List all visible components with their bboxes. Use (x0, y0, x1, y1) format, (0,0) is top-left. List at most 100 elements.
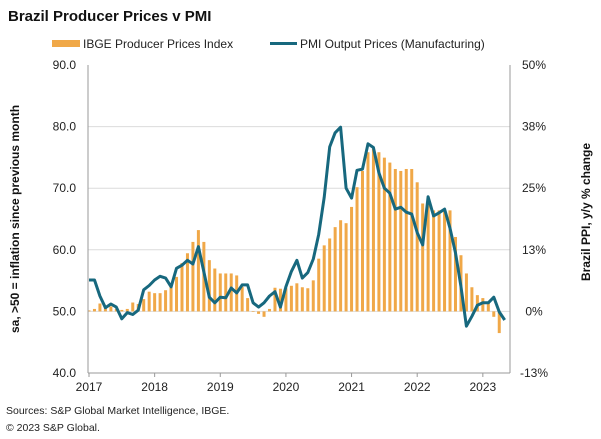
y-left-tick-label: 80.0 (53, 120, 77, 134)
ppi-bar (153, 293, 157, 312)
y-right-tick-label: 25% (522, 181, 546, 195)
ppi-bar (196, 230, 200, 312)
right-axis-title: Brazil PPI, y/y % change (579, 143, 593, 281)
ppi-bar (98, 303, 102, 312)
ppi-bar (470, 287, 474, 312)
y-left-tick-label: 40.0 (53, 366, 77, 380)
ppi-bar (464, 273, 468, 312)
ppi-bar (120, 309, 124, 312)
bar-series (87, 148, 501, 334)
legend-label-line: PMI Output Prices (Manufacturing) (300, 37, 485, 51)
ppi-bar (366, 152, 370, 312)
ppi-bar (142, 299, 146, 312)
ppi-bar (486, 303, 490, 312)
x-tick-label: 2020 (273, 380, 300, 394)
y-right-tick-label: 38% (522, 120, 546, 134)
ppi-bar (169, 284, 173, 312)
ppi-bar (393, 168, 397, 312)
ppi-bar (251, 311, 255, 312)
ppi-bar (300, 287, 304, 312)
ppi-bar (333, 227, 337, 312)
x-tick-label: 2021 (338, 380, 365, 394)
legend-label-bars: IBGE Producer Prices Index (83, 37, 233, 51)
ppi-bar (311, 280, 315, 312)
ppi-bar (322, 245, 326, 312)
legend: IBGE Producer Prices Index PMI Output Pr… (52, 37, 485, 51)
ppi-bar (262, 311, 266, 317)
legend-swatch-bars (52, 40, 80, 47)
chart-title: Brazil Producer Prices v PMI (8, 8, 211, 25)
ppi-bar (295, 283, 299, 312)
legend-swatch-line (270, 42, 297, 45)
ppi-bar (328, 238, 332, 312)
ppi-bar (415, 182, 419, 312)
x-tick-label: 2019 (207, 380, 234, 394)
ppi-bar (448, 210, 452, 312)
ppi-bar (404, 168, 408, 312)
ppi-bar (125, 308, 129, 312)
ppi-bar (421, 203, 425, 312)
ppi-bar (492, 311, 496, 317)
ppi-bar (410, 168, 414, 312)
footer-sources: Sources: S&P Global Market Intelligence,… (6, 405, 229, 417)
ppi-bar (229, 273, 233, 312)
ppi-bar (87, 310, 91, 312)
ppi-bar (339, 220, 343, 312)
y-left-tick-label: 70.0 (53, 181, 77, 195)
ppi-bar (437, 210, 441, 312)
ppi-bar (443, 210, 447, 312)
ppi-bar (289, 285, 293, 312)
footer-copyright: © 2023 S&P Global. (6, 422, 100, 434)
ppi-bar (453, 236, 457, 312)
ppi-bar (371, 148, 375, 312)
ppi-bar (388, 162, 392, 312)
ppi-bar (185, 253, 189, 312)
ppi-bar (268, 308, 272, 312)
ppi-bar (224, 273, 228, 312)
y-right-tick-label: 50% (522, 58, 546, 72)
ppi-bar (481, 298, 485, 312)
ppi-bar (191, 241, 195, 312)
ppi-bar (207, 260, 211, 312)
ppi-bar (475, 295, 479, 312)
pmi-line (89, 125, 506, 328)
ppi-bar (147, 291, 151, 312)
ppi-bar (213, 268, 217, 312)
ppi-bar (164, 290, 168, 312)
ppi-bar (317, 258, 321, 312)
y-left-tick-label: 60.0 (53, 243, 77, 257)
ppi-bar (432, 210, 436, 312)
ppi-bar (131, 302, 135, 312)
ppi-bar (377, 152, 381, 312)
ppi-bar (426, 198, 430, 312)
ppi-bar (240, 286, 244, 312)
x-tick-label: 2018 (141, 380, 168, 394)
y-right-tick-label: 0% (525, 304, 543, 318)
left-axis-title: sa, >50 = inflation since previous month (8, 105, 22, 333)
ppi-bar (350, 206, 354, 312)
ppi-bar (361, 170, 364, 312)
ppi-bar (344, 223, 348, 312)
x-tick-label: 2023 (469, 380, 496, 394)
y-left-tick-label: 50.0 (53, 304, 77, 318)
ppi-bar (246, 298, 250, 312)
y-left-tick-label: 90.0 (53, 58, 77, 72)
ppi-bar (175, 276, 179, 312)
ppi-bar (218, 273, 222, 312)
ppi-bar (278, 288, 282, 312)
ppi-bar (109, 306, 113, 312)
ppi-bar (284, 288, 288, 312)
ppi-bar (399, 170, 403, 312)
tick-labels: 90.0 80.0 70.0 60.0 50.0 40.0 50% 38% 25% 13% 0% -1… (53, 58, 549, 394)
ppi-bar (158, 293, 162, 312)
x-tick-label: 2022 (404, 380, 431, 394)
ppi-bar (497, 311, 501, 334)
ppi-bar (180, 263, 184, 312)
x-tick-label: 2017 (76, 380, 103, 394)
ppi-bar (382, 157, 386, 312)
ppi-bar (257, 311, 261, 314)
ppi-bar (273, 287, 277, 312)
ppi-bar (306, 288, 310, 312)
y-right-tick-label: -13% (520, 366, 548, 380)
